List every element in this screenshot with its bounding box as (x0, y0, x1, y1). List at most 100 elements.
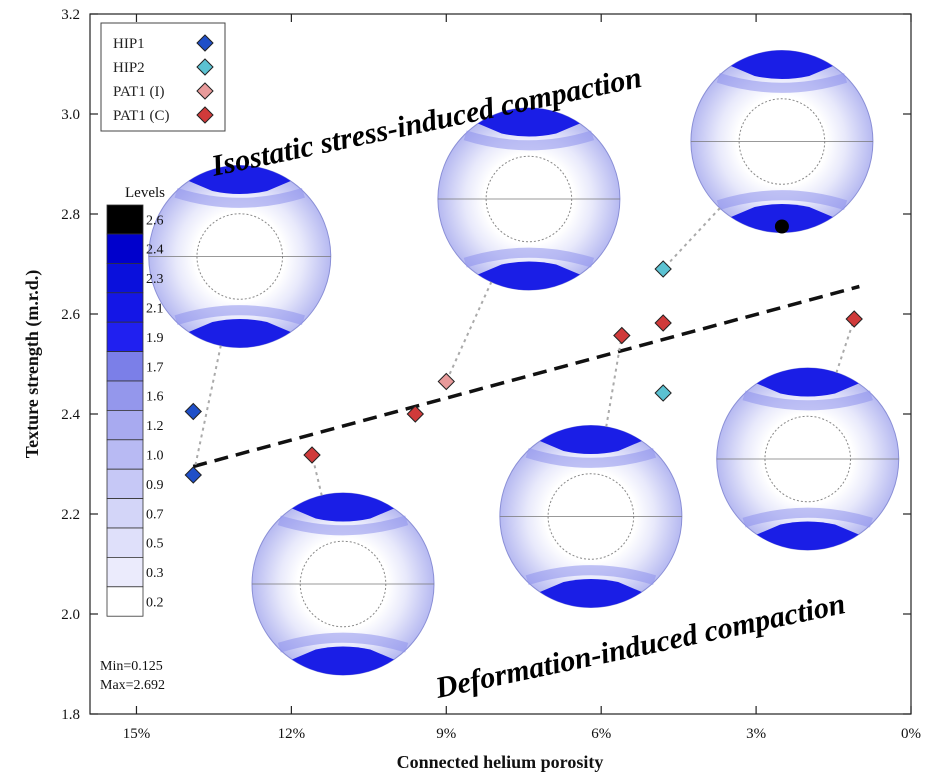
y-tick-label: 2.4 (61, 407, 80, 423)
colorbar-cell (106, 586, 144, 617)
pole-band (174, 188, 305, 208)
pole-cap-top (730, 50, 833, 79)
x-tick-label: 12% (278, 726, 306, 742)
pole-figures (148, 50, 900, 676)
colorbar-level: 0.7 (146, 507, 164, 522)
data-point (406, 405, 425, 423)
data-point (184, 402, 202, 421)
data-point (184, 466, 202, 484)
data-point (845, 310, 863, 328)
pole-band (742, 390, 873, 411)
annotation-bottom: Deformation-induced compaction (432, 587, 848, 705)
pole-band (716, 73, 848, 93)
pole-band (463, 247, 595, 268)
pole-band (716, 190, 848, 210)
y-tick-label: 3.2 (61, 7, 80, 23)
colorbar-level: 0.3 (146, 566, 164, 581)
pole-cap-bottom (292, 646, 394, 676)
legend: HIP1 HIP2 PAT1 (I) PAT1 (C) (100, 22, 226, 132)
colorbar-cell (106, 292, 144, 323)
colorbar-cell (106, 468, 144, 500)
colorbar-title: Levels (125, 185, 165, 201)
colorbar-cell (106, 439, 144, 470)
y-tick-label: 3.0 (61, 107, 80, 123)
colorbar-min: Min=0.125 (100, 659, 163, 674)
colorbar-cell (106, 527, 144, 558)
colorbar-level: 2.6 (146, 214, 164, 229)
colorbar-level: 2.1 (146, 302, 164, 317)
legend-marker (196, 58, 214, 76)
pole-figure-link (605, 335, 623, 427)
pole-band (463, 130, 595, 151)
colorbar-max: Max=2.692 (100, 678, 165, 693)
pole-cap-bottom (756, 521, 859, 551)
data-point (654, 260, 672, 278)
pole-band (277, 515, 409, 536)
y-tick-label: 2.8 (61, 207, 80, 223)
colorbar-cell (106, 557, 144, 588)
x-tick-label: 3% (746, 726, 766, 742)
x-axis-label: Connected helium porosity (397, 752, 604, 772)
pole-max-spot (774, 219, 789, 234)
colorbar-level: 2.3 (146, 272, 164, 287)
legend-label: HIP2 (113, 60, 145, 76)
pole-cap-bottom (539, 579, 642, 608)
pole-cap-top (292, 492, 394, 522)
colorbar-level: 1.0 (146, 449, 164, 464)
colorbar-level: 1.7 (146, 360, 164, 375)
legend-label: PAT1 (I) (113, 84, 165, 100)
legend-marker (196, 106, 214, 124)
data-point (654, 314, 672, 332)
colorbar-level: 0.9 (146, 478, 164, 493)
pole-figure (251, 492, 435, 676)
pole-cap-top (756, 367, 859, 397)
y-tick-label: 2.6 (61, 307, 80, 323)
pole-figure-link (192, 345, 222, 476)
pole-figure (437, 107, 621, 291)
colorbar-level: 1.2 (146, 419, 164, 434)
axes: 15% 12% 9% 6% 3% 0% 1.8 2.0 2.2 2.4 2.6 2.8 3.0 3.2 (61, 7, 921, 742)
legend-marker (196, 82, 214, 100)
pole-cap-bottom (730, 204, 833, 233)
pole-cap-top (539, 425, 642, 454)
y-axis-label: Texture strength (m.r.d.) (22, 270, 43, 459)
x-tick-label: 15% (123, 726, 151, 742)
pole-figure-link (662, 207, 721, 270)
data-point (654, 384, 672, 402)
pole-band (525, 565, 657, 585)
x-tick-label: 6% (591, 726, 611, 742)
x-tick-label: 9% (436, 726, 456, 742)
colorbar: Levels 2.6 2.4 2.3 2.1 1.9 1.7 1.6 1.2 1.0 0.9 0.7… (100, 185, 165, 693)
pole-band (742, 507, 873, 528)
pole-figure-links (192, 207, 856, 496)
colorbar-cell (106, 321, 144, 353)
colorbar-level: 2.4 (146, 243, 164, 258)
colorbar-level: 0.5 (146, 537, 164, 552)
colorbar-cell (106, 498, 144, 529)
y-tick-label: 1.8 (61, 707, 80, 723)
colorbar-cell (106, 380, 144, 411)
pole-figure-link (445, 281, 493, 382)
colorbar-cell (106, 351, 144, 382)
data-point (303, 446, 321, 464)
colorbar-level: 1.6 (146, 390, 164, 405)
data-points (184, 260, 863, 484)
data-point (437, 372, 455, 391)
x-tick-label: 0% (901, 726, 921, 742)
colorbar-cell (106, 409, 144, 441)
legend-marker (196, 34, 214, 52)
pole-cap-top (477, 107, 580, 137)
data-point (613, 326, 631, 345)
trendline (192, 284, 860, 469)
pole-cap-bottom (477, 261, 580, 291)
pole-figure (690, 50, 874, 234)
legend-label: HIP1 (113, 36, 145, 52)
pole-cap-bottom (188, 319, 291, 348)
pole-figure (499, 425, 683, 608)
y-tick-label: 2.2 (61, 507, 80, 523)
pole-band (277, 632, 409, 653)
colorbar-cell (106, 233, 144, 264)
plot-frame (89, 13, 912, 715)
colorbar-level: 1.9 (146, 331, 164, 346)
